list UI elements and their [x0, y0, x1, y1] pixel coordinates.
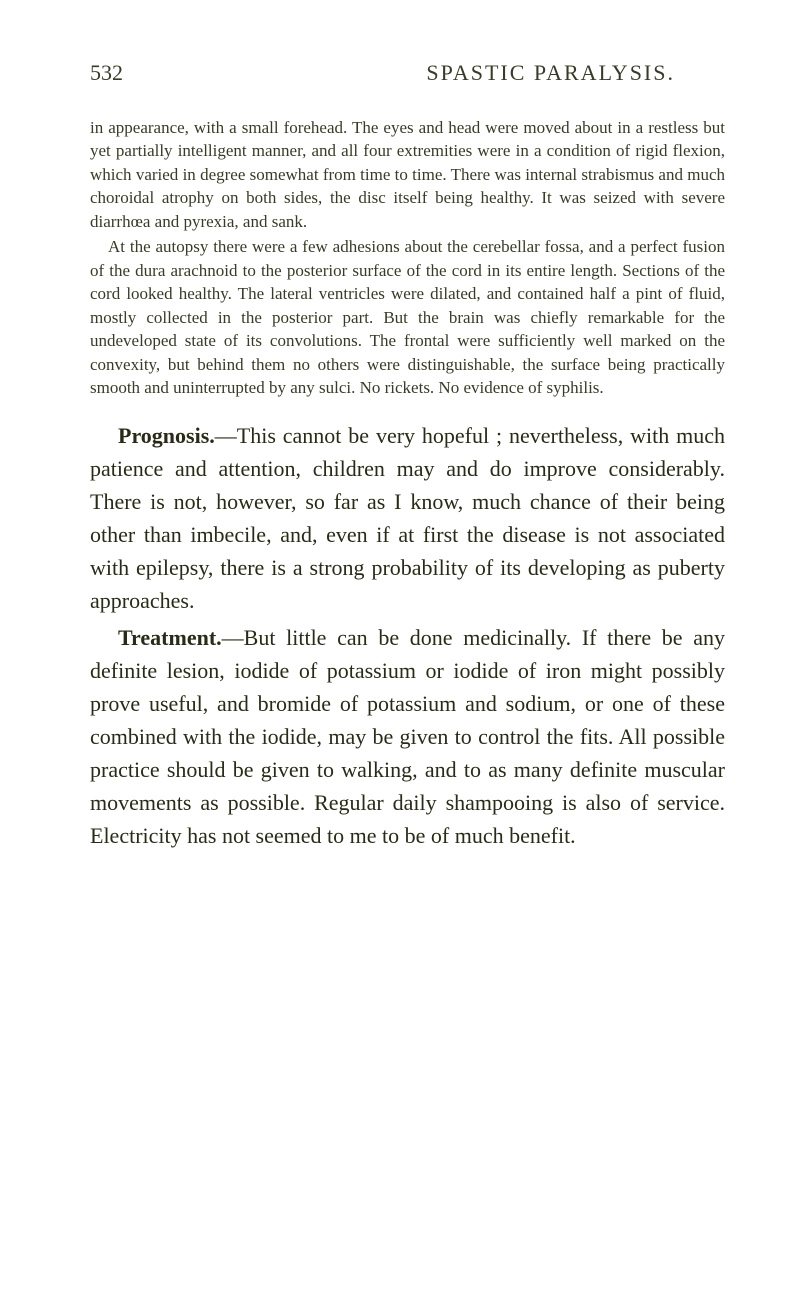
page-title: SPASTIC PARALYSIS.	[426, 60, 675, 86]
main-content: Prognosis.—This cannot be very hopeful ;…	[90, 419, 725, 852]
treatment-paragraph: Treatment.—But little can be done medici…	[90, 621, 725, 852]
case-paragraph-2: At the autopsy there were a few adhesion…	[90, 235, 725, 399]
case-description: in appearance, with a small forehead. Th…	[90, 116, 725, 399]
page-number: 532	[90, 60, 123, 86]
page-header: 532 SPASTIC PARALYSIS.	[90, 60, 725, 86]
case-paragraph-1: in appearance, with a small forehead. Th…	[90, 116, 725, 233]
treatment-label: Treatment.	[118, 625, 222, 650]
prognosis-paragraph: Prognosis.—This cannot be very hopeful ;…	[90, 419, 725, 617]
prognosis-label: Prognosis.	[118, 423, 215, 448]
treatment-text: —But little can be done medicinally. If …	[90, 625, 725, 848]
prognosis-text: —This cannot be very hopeful ; neverthel…	[90, 423, 725, 613]
